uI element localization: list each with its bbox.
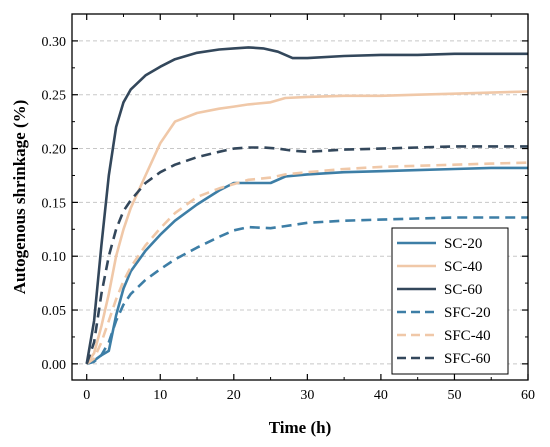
series-lines: [85, 46, 529, 366]
legend-label: SC-20: [444, 236, 482, 252]
axis-ticks: 0.00 0.05 0.10 0.15 0.20 0.25 0.30 0 10 20 30 40 50 6…: [42, 14, 535, 403]
y-tick-label: 0.20: [42, 143, 67, 158]
series-line-sfc-40: [85, 161, 529, 365]
y-tick-label: 0.00: [42, 358, 67, 373]
legend-label: SC-40: [444, 259, 482, 275]
legend-label: SFC-40: [444, 328, 491, 344]
y-tick-label: 0.05: [42, 304, 67, 319]
x-tick-label: 10: [153, 388, 167, 403]
series-line-sc-40: [85, 90, 529, 365]
legend-label: SFC-60: [444, 351, 491, 367]
legend-label: SFC-20: [444, 305, 491, 321]
series-line-sfc-60: [85, 145, 528, 365]
series-line-sc-60: [85, 46, 528, 365]
legend-label: SC-60: [444, 282, 482, 298]
legend: SC-20 SC-40 SC-60 SFC-20 SFC-40 SFC-60: [391, 227, 509, 375]
y-tick-label: 0.25: [42, 89, 67, 104]
y-tick-label: 0.10: [42, 250, 67, 265]
y-axis-title: Autogenous shrinkage (%): [10, 100, 29, 295]
x-tick-label: 30: [300, 388, 314, 403]
x-tick-label: 60: [521, 388, 535, 403]
x-tick-label: 40: [374, 388, 388, 403]
legend-box: [391, 227, 509, 375]
plot-frame: [71, 13, 529, 381]
x-tick-label: 20: [227, 388, 241, 403]
x-tick-label: 0: [83, 388, 90, 403]
x-tick-label: 50: [447, 388, 461, 403]
y-tick-label: 0.15: [42, 196, 67, 211]
y-tick-label: 0.30: [42, 35, 67, 50]
x-axis-title: Time (h): [269, 418, 332, 437]
